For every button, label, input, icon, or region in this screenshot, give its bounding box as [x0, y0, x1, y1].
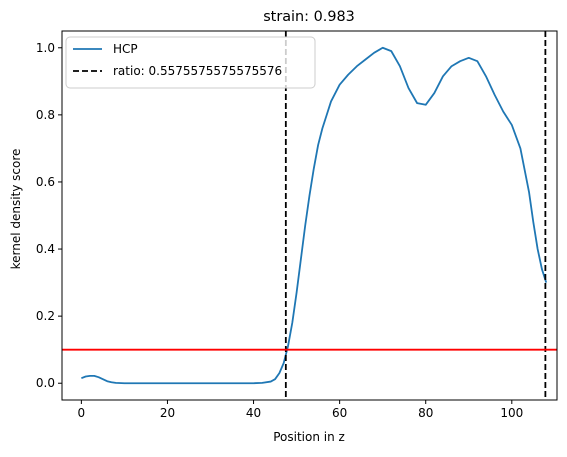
x-tick-label: 0	[78, 406, 86, 420]
y-tick-label: 0.8	[36, 108, 55, 122]
y-tick-label: 0.2	[36, 309, 55, 323]
y-tick-label: 0.6	[36, 175, 55, 189]
x-tick-label: 100	[500, 406, 523, 420]
x-tick-label: 80	[418, 406, 433, 420]
legend: HCP ratio: 0.5575575575575576	[65, 36, 316, 89]
x-tick-label: 60	[332, 406, 347, 420]
legend-label-ratio: ratio: 0.5575575575575576	[113, 64, 282, 78]
y-tick-label: 0.4	[36, 242, 55, 256]
series-line-hcp	[81, 46, 548, 385]
y-tick-label: 0.0	[36, 376, 55, 390]
axes-frame	[61, 30, 558, 401]
axes: 0 20 40 60 80 100 0.0 0.2 0.4 0.6 0.8 1.0	[36, 30, 558, 420]
y-axis-label: kernel density score	[9, 149, 23, 270]
x-tick-label: 40	[246, 406, 261, 420]
x-axis-label: Position in z	[273, 430, 345, 444]
x-tick-label: 20	[160, 406, 175, 420]
chart-title: strain: 0.983	[263, 9, 355, 25]
legend-label-hcp: HCP	[113, 42, 138, 56]
legend-frame	[65, 36, 316, 89]
y-tick-label: 1.0	[36, 41, 55, 55]
plot-inner	[62, 31, 557, 400]
plot-area	[62, 31, 557, 400]
